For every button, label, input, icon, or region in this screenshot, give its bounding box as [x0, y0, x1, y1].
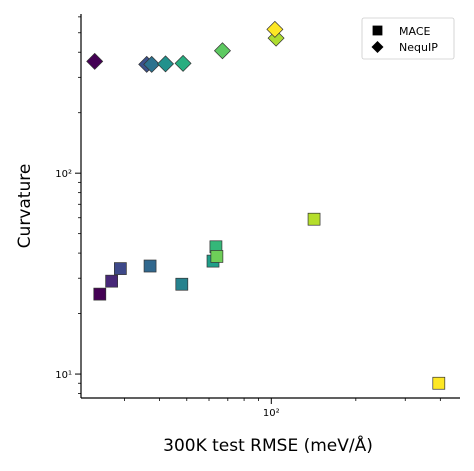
mace-point	[210, 250, 224, 263]
legend: MACE NequIP	[361, 17, 455, 60]
x-tick-label: 10²	[263, 408, 280, 419]
mace-point	[175, 277, 189, 291]
nequip-point	[157, 55, 175, 73]
nequip-point	[266, 20, 284, 38]
nequip-point	[213, 42, 231, 60]
y-tick-label: 10²	[55, 169, 72, 180]
mace-point	[307, 212, 321, 226]
y-tick-label: 10¹	[55, 370, 72, 381]
legend-label-nequip: NequIP	[399, 41, 438, 54]
mace-point	[432, 376, 446, 390]
major-ticks: 10² 10¹ 10²	[55, 169, 279, 419]
nequip-point	[86, 52, 104, 70]
nequip-point	[267, 29, 285, 47]
mace-point	[105, 274, 118, 288]
legend-label-mace: MACE	[399, 25, 431, 38]
mace-point	[93, 287, 107, 301]
data-markers	[86, 20, 446, 390]
nequip-point	[174, 54, 192, 72]
x-axis-label: 300K test RMSE (meV/Å)	[163, 434, 373, 456]
mace-point	[143, 259, 157, 273]
legend-square-marker	[372, 25, 383, 36]
legend-frame	[361, 17, 455, 60]
mace-point	[114, 262, 127, 275]
nequip-point	[143, 55, 161, 73]
legend-diamond-marker	[371, 41, 384, 53]
y-axis-label: Curvature	[15, 164, 35, 249]
